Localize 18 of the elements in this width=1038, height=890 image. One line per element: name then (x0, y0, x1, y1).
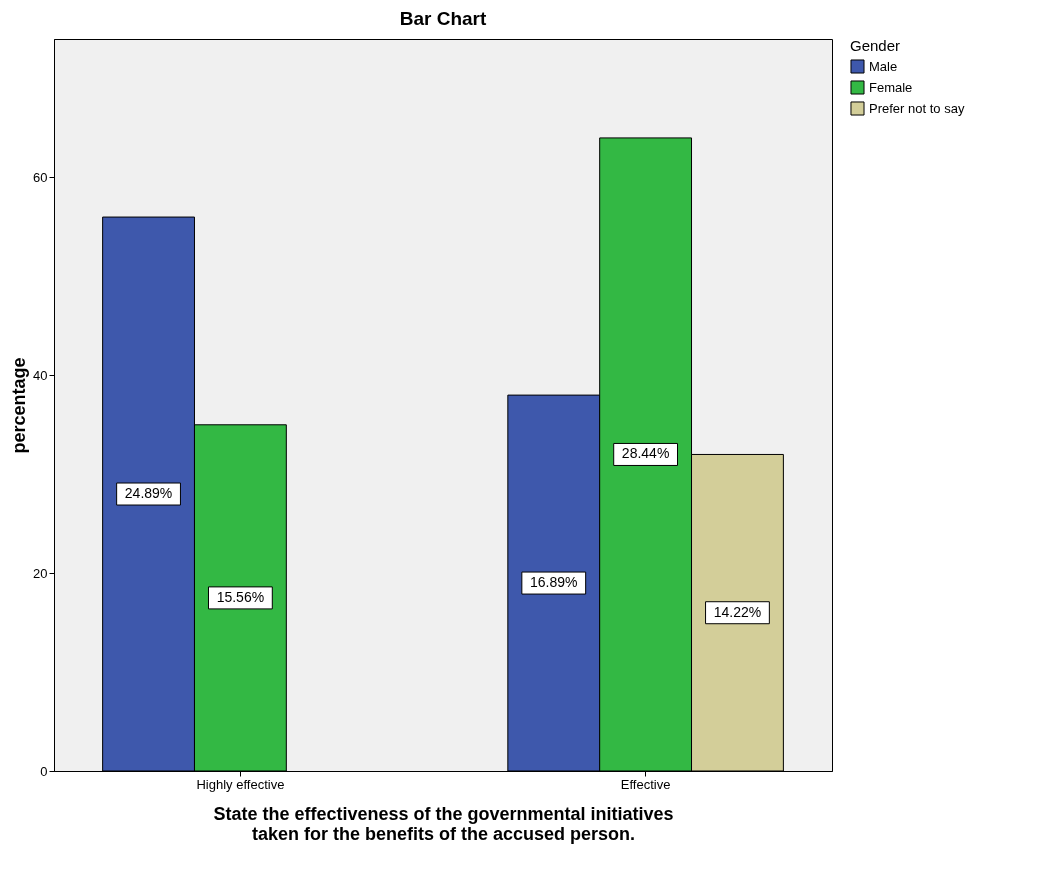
annotation: 28.44% (621, 445, 670, 462)
y-axis-title: percentage (9, 357, 30, 454)
x-tick-label: Effective (620, 776, 671, 792)
legend-label: Female (869, 79, 913, 95)
y-tick-label: 40 (33, 367, 48, 383)
y-tick-label: 0 (40, 763, 48, 779)
chart-title: Bar Chart (399, 8, 487, 29)
legend-label: Male (869, 58, 898, 74)
y-tick-label: 20 (33, 565, 48, 581)
annotation: 14.22% (713, 603, 762, 620)
x-axis-title: State the effectiveness of the governmental initiatives taken for the benefits of the accused person. (213, 803, 674, 844)
annotation: 24.89% (124, 485, 173, 502)
legend-label: Prefer not to say (869, 100, 965, 116)
annotation: 15.56% (216, 588, 265, 605)
legend-title: Gender (850, 37, 901, 54)
annotation: 16.89% (530, 574, 578, 591)
x-tick-label: Highly effective (196, 776, 285, 792)
y-tick-label: 60 (33, 169, 48, 185)
